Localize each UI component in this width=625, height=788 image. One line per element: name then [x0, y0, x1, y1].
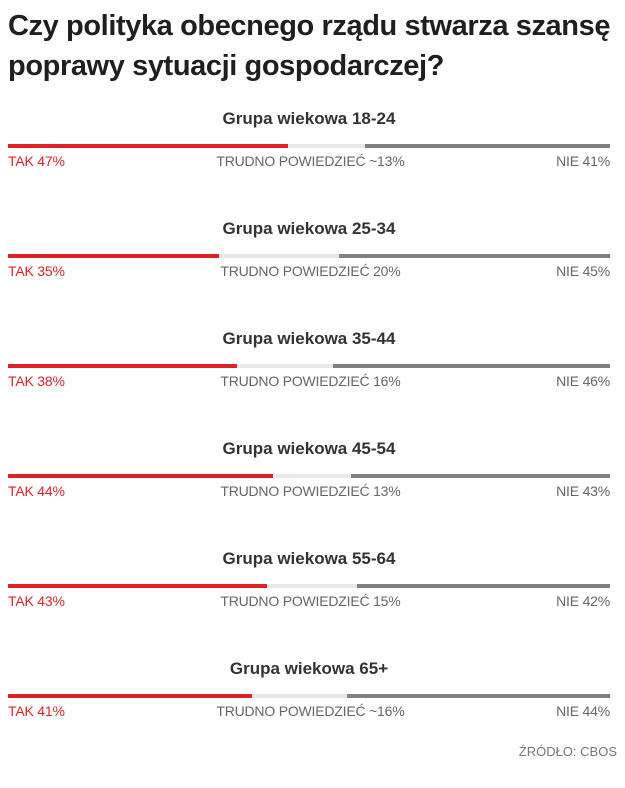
tak-label: TAK 41%: [8, 703, 65, 719]
trudno-label: TRUDNO POWIEDZIEĆ 16%: [220, 373, 401, 389]
bar-segment-nie: [365, 144, 610, 148]
age-group-35-44: Grupa wiekowa 35-44 TAK 38% TRUDNO POWIE…: [8, 328, 610, 408]
bar-segment-tak: [8, 584, 267, 588]
value-labels: TAK 47% TRUDNO POWIEDZIEĆ ~13% NIE 41%: [8, 152, 610, 170]
bar-segment-nie: [351, 474, 610, 478]
bar-segment-trudno: [252, 694, 347, 698]
nie-label: NIE 43%: [556, 483, 610, 499]
age-group-55-64: Grupa wiekowa 55-64 TAK 43% TRUDNO POWIE…: [8, 548, 610, 628]
nie-label: NIE 44%: [556, 703, 610, 719]
stacked-bar: [8, 364, 610, 368]
trudno-label: TRUDNO POWIEDZIEĆ ~16%: [216, 703, 405, 719]
bar-segment-tak: [8, 144, 288, 148]
bar-segment-trudno: [219, 254, 339, 258]
bar-segment-tak: [8, 254, 219, 258]
group-title: Grupa wiekowa 25-34: [222, 219, 396, 238]
bar-segment-tak: [8, 474, 273, 478]
bar-segment-nie: [347, 694, 610, 698]
value-labels: TAK 38% TRUDNO POWIEDZIEĆ 16% NIE 46%: [8, 372, 610, 390]
nie-label: NIE 41%: [556, 153, 610, 169]
trudno-label: TRUDNO POWIEDZIEĆ 15%: [220, 593, 401, 609]
bar-segment-trudno: [273, 474, 351, 478]
bar-segment-trudno: [267, 584, 357, 588]
trudno-label: TRUDNO POWIEDZIEĆ 20%: [220, 263, 401, 279]
age-group-45-54: Grupa wiekowa 45-54 TAK 44% TRUDNO POWIE…: [8, 438, 610, 518]
bar-segment-trudno: [237, 364, 333, 368]
bar-segment-trudno: [288, 144, 365, 148]
trudno-label: TRUDNO POWIEDZIEĆ ~13%: [216, 153, 405, 169]
group-title: Grupa wiekowa 35-44: [222, 329, 396, 348]
group-title: Grupa wiekowa 65+: [229, 659, 389, 678]
bar-segment-nie: [333, 364, 610, 368]
chart-title: Czy polityka obecnego rządu stwarza szan…: [8, 10, 611, 82]
stacked-bar: [8, 144, 610, 148]
age-group-65-plus: Grupa wiekowa 65+ TAK 41% TRUDNO POWIEDZ…: [8, 658, 610, 738]
tak-label: TAK 47%: [8, 153, 65, 169]
value-labels: TAK 41% TRUDNO POWIEDZIEĆ ~16% NIE 44%: [8, 702, 610, 720]
group-title: Grupa wiekowa 45-54: [222, 439, 396, 458]
stacked-bar: [8, 584, 610, 588]
nie-label: NIE 46%: [556, 373, 610, 389]
stacked-bar: [8, 694, 610, 698]
bar-segment-nie: [357, 584, 610, 588]
age-group-25-34: Grupa wiekowa 25-34 TAK 35% TRUDNO POWIE…: [8, 218, 610, 298]
nie-label: NIE 42%: [556, 593, 610, 609]
value-labels: TAK 44% TRUDNO POWIEDZIEĆ 13% NIE 43%: [8, 482, 610, 500]
tak-label: TAK 43%: [8, 593, 65, 609]
stacked-bar: [8, 254, 610, 258]
tak-label: TAK 44%: [8, 483, 65, 499]
bar-segment-tak: [8, 364, 237, 368]
tak-label: TAK 35%: [8, 263, 65, 279]
bar-segment-tak: [8, 694, 252, 698]
stacked-bar: [8, 474, 610, 478]
tak-label: TAK 38%: [8, 373, 65, 389]
source-note: ŹRÓDŁO: CBOS: [518, 744, 617, 759]
value-labels: TAK 43% TRUDNO POWIEDZIEĆ 15% NIE 42%: [8, 592, 610, 610]
trudno-label: TRUDNO POWIEDZIEĆ 13%: [220, 483, 401, 499]
group-title: Grupa wiekowa 18-24: [222, 109, 396, 128]
bar-segment-nie: [339, 254, 610, 258]
value-labels: TAK 35% TRUDNO POWIEDZIEĆ 20% NIE 45%: [8, 262, 610, 280]
group-title: Grupa wiekowa 55-64: [222, 549, 396, 568]
nie-label: NIE 45%: [556, 263, 610, 279]
age-group-18-24: Grupa wiekowa 18-24 TAK 47% TRUDNO POWIE…: [8, 108, 610, 188]
